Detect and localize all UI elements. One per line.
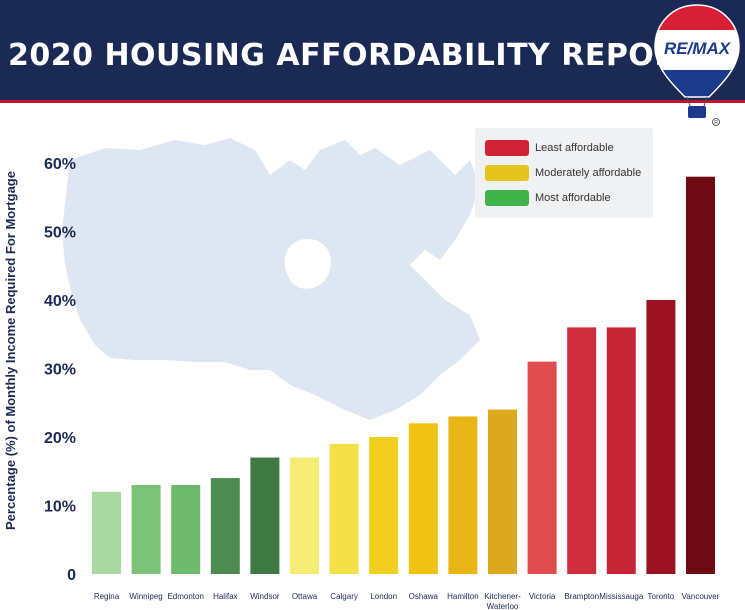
bar-kitchener-waterloo xyxy=(488,409,517,574)
bar-london xyxy=(369,437,399,574)
bar-winnipeg xyxy=(131,484,161,574)
x-tick-label: Ottawa xyxy=(292,592,318,601)
bar-victoria xyxy=(527,361,557,574)
x-tick-label: Brampton xyxy=(564,592,599,601)
bar-hamilton xyxy=(448,416,478,574)
legend-swatch-most xyxy=(485,190,529,206)
legend-item-most: Most affordable xyxy=(485,190,611,206)
legend-label-moderate: Moderately affordable xyxy=(535,167,642,179)
bar-oshawa xyxy=(408,423,438,574)
x-tick-label: Kitchener- xyxy=(484,592,521,601)
x-tick-label: Waterloo xyxy=(487,602,519,610)
x-tick-label: Hamilton xyxy=(447,592,479,601)
legend-swatch-moderate xyxy=(485,165,529,181)
bar-edmonton xyxy=(171,484,201,574)
legend-label-most: Most affordable xyxy=(535,192,611,204)
canada-map-background xyxy=(62,138,480,420)
bar-ottawa xyxy=(290,457,319,574)
bar-regina xyxy=(92,491,121,574)
bar-brampton xyxy=(567,327,597,574)
y-tick-label: 40% xyxy=(44,293,76,310)
y-axis: 0 10% 20% 30% 40% 50% 60% xyxy=(44,156,76,584)
bar-vancouver xyxy=(686,176,715,574)
x-axis-labels: Regina Winnipeg Edmonton Halifax Windsor Otta… xyxy=(94,592,720,610)
bar-halifax xyxy=(210,478,240,574)
x-tick-label: Calgary xyxy=(330,592,358,601)
y-axis-title: Percentage (%) of Monthly Income Require… xyxy=(3,171,18,530)
legend-item-least: Least affordable xyxy=(485,140,614,156)
page-title: 2020 HOUSING AFFORDABILITY REPORT xyxy=(8,38,698,73)
x-tick-label: Winnipeg xyxy=(129,592,162,601)
x-tick-label: Vancouver xyxy=(682,592,720,601)
bar-series xyxy=(92,176,715,574)
y-tick-label: 10% xyxy=(44,499,76,516)
header-banner xyxy=(0,0,745,103)
svg-text:R: R xyxy=(714,120,718,126)
y-tick-label: 60% xyxy=(44,156,76,173)
y-tick-label: 50% xyxy=(44,225,76,242)
legend-label-least: Least affordable xyxy=(535,142,614,154)
header-stripe xyxy=(0,100,745,103)
x-tick-label: Halifax xyxy=(213,592,237,601)
x-tick-label: Oshawa xyxy=(409,592,439,601)
y-tick-label: 30% xyxy=(44,362,76,379)
x-tick-label: London xyxy=(370,592,397,601)
x-tick-label: Edmonton xyxy=(167,592,203,601)
legend-swatch-least xyxy=(485,140,529,156)
bar-mississauga xyxy=(606,327,636,574)
bar-toronto xyxy=(646,300,676,574)
logo-text: RE/MAX xyxy=(664,39,732,58)
remax-balloon-logo: RE/MAX R xyxy=(654,4,740,126)
y-tick-label: 0 xyxy=(67,567,76,584)
x-tick-label: Regina xyxy=(94,592,120,601)
x-tick-label: Mississauga xyxy=(599,592,644,601)
x-tick-label: Toronto xyxy=(648,592,675,601)
bar-calgary xyxy=(329,443,359,574)
y-tick-label: 20% xyxy=(44,430,76,447)
x-tick-label: Victoria xyxy=(529,592,556,601)
legend-item-moderate: Moderately affordable xyxy=(485,165,641,181)
legend: Least affordable Moderately affordable M… xyxy=(475,128,653,218)
bar-windsor xyxy=(250,457,280,574)
x-tick-label: Windsor xyxy=(250,592,280,601)
